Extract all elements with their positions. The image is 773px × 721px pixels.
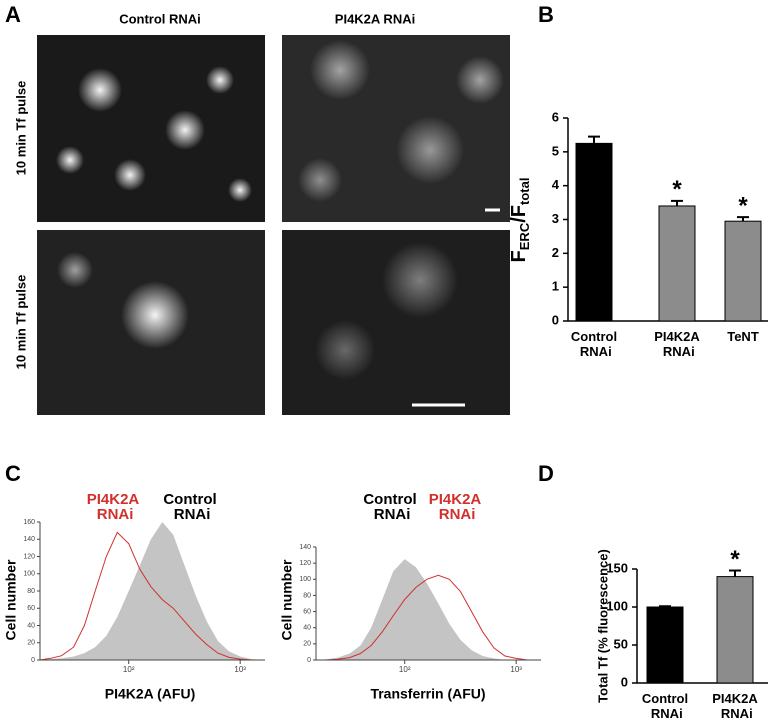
y-tick-label: 3 [552,211,559,226]
x-tick-label: 10² [399,665,411,674]
x-tick-label: 10² [123,665,135,674]
x-tick-label: 10³ [510,665,522,674]
x-tick-label: PI4K2A RNAi [654,329,700,359]
y-axis-label: Cell number [3,559,19,640]
micrographs [37,35,510,415]
y-axis-label: Cell number [279,559,295,640]
bar [646,606,684,684]
y-tick-label: 150 [606,560,628,575]
bar [724,220,762,322]
histogram-area [316,559,539,660]
x-tick-label: Control RNAi [571,329,617,359]
y-tick-label: 4 [552,177,560,192]
bar [575,142,613,322]
y-tick-label: 1 [552,279,559,294]
panel-letter: D [538,461,554,486]
y-tick-label: 20 [27,640,35,647]
panel-letter: C [5,461,21,486]
y-axis-label-part: /F [508,205,530,223]
y-tick-label: 100 [23,571,35,578]
legend-label: Control RNAi [363,491,416,523]
histogram-line [316,574,539,661]
y-axis-label: Total Tf (% fluorescence) [595,549,610,703]
histogram-line [39,531,263,661]
y-axis-label: FERC/Ftotal [508,178,532,263]
bar [716,576,754,684]
y-tick-label: 160 [23,519,35,526]
y-tick-label: 50 [614,636,628,651]
legend-label: PI4K2A RNAi [87,491,140,523]
x-tick-label: Control RNAi [642,691,688,721]
y-tick-label: 100 [299,576,311,583]
y-axis-label-part: total [517,178,532,205]
y-tick-label: 80 [303,592,311,599]
y-tick-label: 60 [303,608,311,615]
significance: * [738,192,748,219]
significance: * [672,176,682,203]
y-tick-label: 5 [552,143,559,158]
x-tick-label: TeNT [727,329,759,344]
legend-label: PI4K2A RNAi [429,491,482,523]
y-tick-label: 0 [31,657,35,664]
y-axis-label-part: F [508,250,530,262]
column-label: Control RNAi [119,11,201,26]
x-axis-label: Transferrin (AFU) [370,686,485,702]
y-tick-label: 0 [552,312,559,327]
x-axis-label: PI4K2A (AFU) [105,686,196,702]
significance: * [730,546,740,573]
y-tick-label: 60 [27,605,35,612]
y-tick-label: 20 [303,641,311,648]
legend-label: Control RNAi [163,491,216,523]
row-label: 10 min Tf pulse [13,275,28,370]
y-tick-label: 80 [27,588,35,595]
panel-letter: A [5,2,21,27]
y-tick-label: 140 [299,544,311,551]
y-axis-label-part: ERC [517,222,532,250]
x-tick-label: 10³ [234,665,246,674]
y-tick-label: 40 [303,625,311,632]
panel-letter: B [538,2,554,27]
y-tick-label: 0 [307,657,311,664]
column-label: PI4K2A RNAi [335,11,415,26]
y-tick-label: 0 [621,674,628,689]
y-tick-label: 120 [23,553,35,560]
y-tick-label: 100 [606,598,628,613]
y-tick-label: 120 [299,560,311,567]
x-tick-label: PI4K2A RNAi [712,691,758,721]
histogram-area [40,522,263,660]
y-tick-label: 40 [27,622,35,629]
bar [658,205,696,322]
y-tick-label: 6 [552,109,559,124]
row-label: 10 min Tf pulse [13,81,28,176]
y-tick-label: 140 [23,536,35,543]
y-tick-label: 2 [552,245,559,260]
